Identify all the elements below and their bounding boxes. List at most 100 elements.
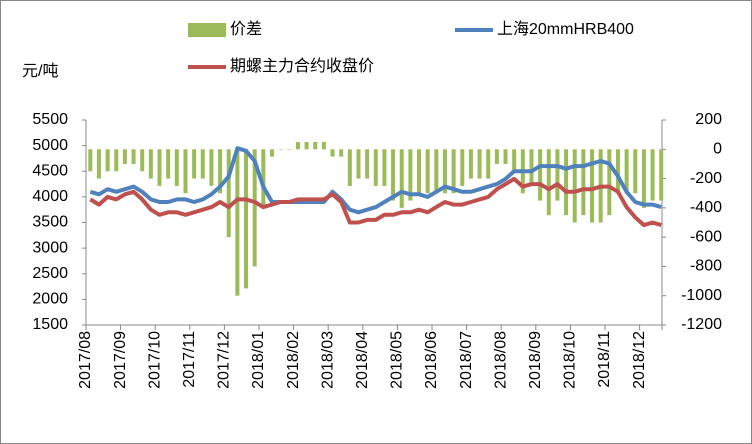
bar bbox=[529, 149, 534, 186]
bar bbox=[365, 149, 370, 179]
x-tick-label: 2017/12 bbox=[216, 331, 233, 389]
bar bbox=[477, 149, 482, 179]
x-tick-label: 2017/11 bbox=[181, 331, 198, 388]
bar bbox=[105, 149, 110, 172]
x-tick-label: 2017/08 bbox=[77, 331, 94, 389]
y-tick-label: 5000 bbox=[32, 137, 68, 154]
y2-tick-label: -800 bbox=[690, 258, 722, 275]
line bbox=[89, 146, 662, 215]
bar bbox=[140, 149, 145, 172]
bar bbox=[373, 149, 378, 186]
x-tick-label: 2017/10 bbox=[146, 331, 163, 389]
bar bbox=[417, 149, 422, 194]
bar bbox=[590, 149, 595, 223]
bar bbox=[468, 149, 473, 179]
bar bbox=[538, 149, 543, 201]
bar bbox=[460, 149, 465, 186]
bar bbox=[581, 149, 586, 216]
bar bbox=[244, 149, 249, 289]
bar bbox=[148, 149, 153, 179]
x-tick-label: 2018/12 bbox=[631, 331, 648, 389]
y-tick-label: 4000 bbox=[32, 188, 68, 205]
bar bbox=[157, 149, 162, 186]
x-tick-label: 2017/09 bbox=[112, 331, 129, 389]
bar bbox=[218, 149, 223, 194]
bar bbox=[339, 149, 344, 157]
bar bbox=[313, 141, 318, 150]
bar bbox=[166, 149, 171, 179]
bar bbox=[659, 149, 664, 201]
bar bbox=[434, 149, 439, 194]
y-tick-label: 2000 bbox=[32, 291, 68, 308]
bar bbox=[546, 149, 551, 216]
x-tick-label: 2018/01 bbox=[250, 331, 267, 389]
bar bbox=[174, 149, 179, 186]
bar bbox=[486, 149, 491, 179]
bar bbox=[624, 149, 629, 194]
x-tick-label: 2018/03 bbox=[319, 331, 336, 389]
y-axis-unit: 元/吨 bbox=[22, 62, 58, 80]
x-tick-label: 2018/02 bbox=[285, 331, 302, 389]
y-tick-label: 1500 bbox=[32, 316, 68, 333]
x-tick-label: 2018/09 bbox=[527, 331, 544, 389]
bar bbox=[442, 149, 447, 194]
x-tick-label: 2018/06 bbox=[423, 331, 440, 389]
bar bbox=[425, 149, 430, 194]
bar bbox=[304, 141, 309, 150]
bar bbox=[122, 149, 127, 164]
legend-swatch bbox=[188, 23, 226, 37]
x-tick-label: 2018/11 bbox=[596, 331, 613, 388]
bar bbox=[408, 149, 413, 201]
y-tick-label: 2500 bbox=[32, 265, 68, 282]
bar bbox=[252, 149, 257, 267]
y-tick-label: 3000 bbox=[32, 239, 68, 256]
y-tick-label: 5500 bbox=[32, 111, 68, 128]
x-tick-label: 2018/08 bbox=[492, 331, 509, 389]
x-tick-label: 2018/07 bbox=[458, 331, 475, 389]
bar bbox=[641, 149, 646, 208]
bar bbox=[235, 149, 240, 296]
bar bbox=[382, 149, 387, 186]
bar bbox=[200, 149, 205, 179]
legend-label: 价差 bbox=[230, 20, 262, 38]
bar bbox=[226, 149, 231, 238]
bar bbox=[564, 149, 569, 216]
bar bbox=[96, 149, 101, 179]
y2-tick-label: -400 bbox=[690, 199, 722, 216]
x-tick-label: 2018/04 bbox=[354, 331, 371, 389]
x-tick-label: 2018/10 bbox=[562, 331, 579, 389]
bar bbox=[278, 149, 283, 150]
bar bbox=[572, 149, 577, 223]
bar bbox=[391, 149, 396, 201]
line bbox=[89, 176, 662, 228]
legend-label: 期螺主力合约收盘价 bbox=[230, 56, 374, 75]
bar bbox=[88, 149, 93, 172]
bar bbox=[287, 149, 292, 150]
bar bbox=[633, 149, 638, 194]
bar bbox=[650, 149, 655, 201]
bar bbox=[269, 149, 274, 157]
x-tick-label: 2018/05 bbox=[389, 331, 406, 389]
bar bbox=[512, 149, 517, 172]
bar bbox=[347, 149, 352, 186]
y2-tick-label: -600 bbox=[690, 228, 722, 245]
y2-tick-label: -1000 bbox=[681, 287, 722, 304]
bar bbox=[209, 149, 214, 186]
bar bbox=[607, 149, 612, 216]
legend-label: 上海20mmHRB400 bbox=[497, 20, 634, 38]
bar bbox=[399, 149, 404, 208]
bar bbox=[183, 149, 188, 194]
y2-tick-label: 200 bbox=[695, 111, 722, 128]
bar bbox=[261, 149, 266, 208]
bar bbox=[192, 149, 197, 179]
y2-tick-label: -200 bbox=[690, 170, 722, 187]
y2-tick-label: -1200 bbox=[681, 316, 722, 333]
y-tick-label: 3500 bbox=[32, 214, 68, 231]
y2-tick-label: 0 bbox=[713, 141, 722, 158]
bar bbox=[330, 149, 335, 157]
bar bbox=[114, 149, 119, 172]
bar bbox=[615, 149, 620, 194]
bar bbox=[494, 149, 499, 164]
